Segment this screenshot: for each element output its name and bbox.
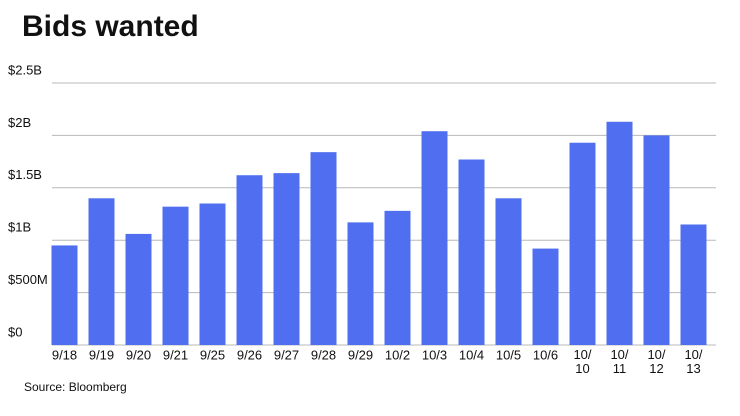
bar	[162, 206, 189, 345]
x-tick-label: 10/6	[533, 347, 558, 362]
x-tick-label: 10/3	[422, 347, 447, 362]
bar	[273, 173, 300, 345]
x-tick-label: 10/2	[385, 347, 410, 362]
x-tick-label: 9/27	[274, 347, 299, 362]
x-tick-label: 10/10	[573, 347, 591, 376]
bar	[569, 142, 596, 345]
y-tick-label: $1.5B	[8, 167, 42, 182]
bar	[458, 159, 485, 345]
x-tick-label: 9/19	[89, 347, 114, 362]
x-tick-label: 9/18	[52, 347, 77, 362]
x-tick-label: 10/11	[610, 347, 628, 376]
bar	[495, 198, 522, 345]
x-tick-label: 9/29	[348, 347, 373, 362]
bar	[532, 248, 559, 345]
x-tick-label: 9/26	[237, 347, 262, 362]
bar	[310, 152, 337, 345]
bar	[384, 210, 411, 345]
bar	[643, 135, 670, 345]
x-tick-label: 10/5	[496, 347, 521, 362]
y-tick-label: $0	[8, 324, 22, 339]
x-tick-label: 9/28	[311, 347, 336, 362]
bar	[125, 233, 152, 345]
x-tick-label: 10/13	[684, 347, 702, 376]
y-tick-label: $2B	[8, 115, 31, 130]
bar	[680, 224, 707, 345]
bar	[236, 175, 263, 345]
x-tick-label: 9/20	[126, 347, 151, 362]
bar	[347, 222, 374, 345]
chart-title: Bids wanted	[22, 10, 199, 43]
bar	[606, 121, 633, 345]
x-tick-label: 9/21	[163, 347, 188, 362]
bar	[51, 245, 78, 345]
x-tick-label: 10/12	[647, 347, 665, 376]
y-tick-label: $2.5B	[8, 62, 42, 77]
x-tick-label: 9/25	[200, 347, 225, 362]
y-tick-label: $500M	[8, 272, 48, 287]
bar	[199, 203, 226, 345]
bar	[421, 131, 448, 345]
y-tick-label: $1B	[8, 220, 31, 235]
bar	[88, 198, 115, 345]
x-tick-label: 10/4	[459, 347, 484, 362]
source: Source: Bloomberg	[24, 380, 127, 394]
